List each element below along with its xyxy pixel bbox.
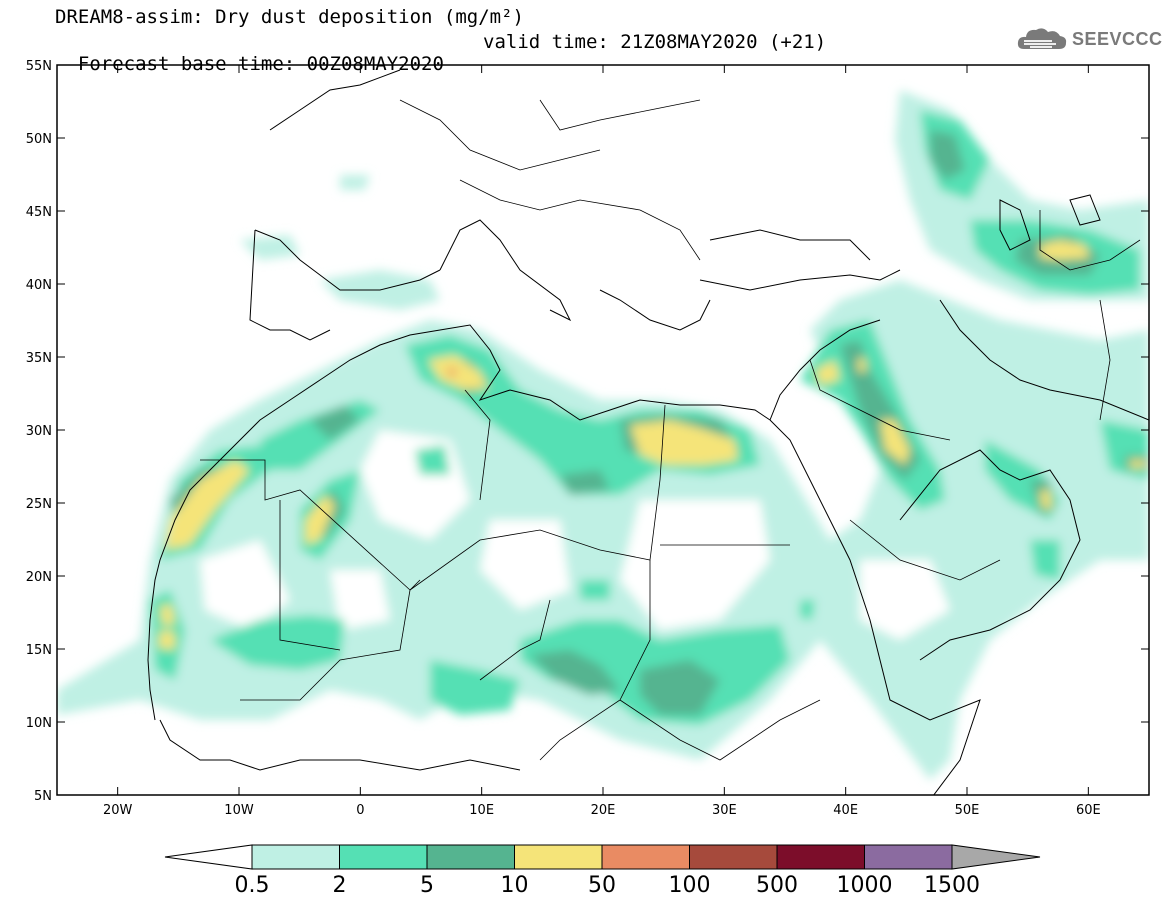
colorbar-label: 5: [420, 873, 434, 898]
valid-time: valid time: 21Z08MAY2020 (+21): [483, 31, 827, 53]
lat-tick-label: 15N: [26, 643, 52, 658]
lon-tick-label: 30E: [712, 803, 737, 818]
dust-free-areas: [200, 430, 950, 640]
lon-tick-label: 60E: [1076, 803, 1101, 818]
lon-tick-label: 50E: [955, 803, 980, 818]
colorbar-segment: [339, 844, 428, 870]
map-subtitle: Forecast base time: 00Z08MAY2020 valid t…: [55, 31, 826, 97]
lon-tick-label: 20W: [103, 803, 133, 818]
coastlines: [147, 69, 1149, 795]
colorbar-segment: [426, 844, 515, 870]
seevccc-logo: SEEVCCC: [1016, 24, 1163, 54]
lon-tick-label: 10E: [469, 803, 494, 818]
colorbar-label: 10: [501, 873, 529, 898]
colorbar-segment: [251, 844, 340, 870]
colorbar-label: 100: [669, 873, 711, 898]
colorbar-label: 500: [756, 873, 798, 898]
lon-tick-label: 0: [356, 803, 364, 818]
lat-tick-label: 45N: [26, 205, 52, 220]
latitude-axis: 55N 50N 45N 40N 35N 30N 25N 20N 15N 10N 5N: [26, 59, 1149, 804]
lon-tick-label: 40E: [833, 803, 858, 818]
colorbar-over-arrow: [951, 844, 1041, 870]
map-title: DREAM8-assim: Dry dust deposition (mg/m²…: [55, 6, 524, 28]
longitude-axis: 20W 10W 0 10E 20E 30E 40E 50E 60E: [103, 65, 1101, 818]
dust-field: [57, 90, 1149, 780]
lat-tick-label: 50N: [26, 132, 52, 147]
cloud-icon: [1017, 28, 1067, 49]
dust-level-10: [158, 240, 1145, 650]
colorbar-label: 50: [588, 873, 616, 898]
colorbar-label: 0.5: [235, 873, 270, 898]
lat-tick-label: 25N: [26, 497, 52, 512]
colorbar-label: 1000: [837, 873, 893, 898]
dust-level-50: [448, 368, 456, 376]
country-borders: [200, 99, 1141, 761]
colorbar-segment: [864, 844, 953, 870]
forecast-base-time: Forecast base time: 00Z08MAY2020: [77, 53, 444, 75]
colorbar-label: 2: [333, 873, 347, 898]
colorbar: 0.5 2 5 10 50 100 500 1000 1500: [164, 844, 1041, 898]
lat-tick-label: 10N: [26, 716, 52, 731]
lat-tick-label: 35N: [26, 351, 52, 366]
colorbar-segment: [776, 844, 865, 870]
colorbar-segment: [514, 844, 603, 870]
lat-tick-label: 40N: [26, 278, 52, 293]
colorbar-segment: [601, 844, 690, 870]
colorbar-segment: [689, 844, 778, 870]
lat-tick-label: 55N: [26, 59, 52, 74]
lon-tick-label: 20E: [591, 803, 616, 818]
colorbar-label: 1500: [924, 873, 980, 898]
lat-tick-label: 30N: [26, 424, 52, 439]
colorbar-under-arrow: [164, 844, 253, 870]
logo-text: SEEVCCC: [1072, 28, 1163, 49]
lon-tick-label: 10W: [224, 803, 254, 818]
lat-tick-label: 5N: [34, 789, 52, 804]
lat-tick-label: 20N: [26, 570, 52, 585]
